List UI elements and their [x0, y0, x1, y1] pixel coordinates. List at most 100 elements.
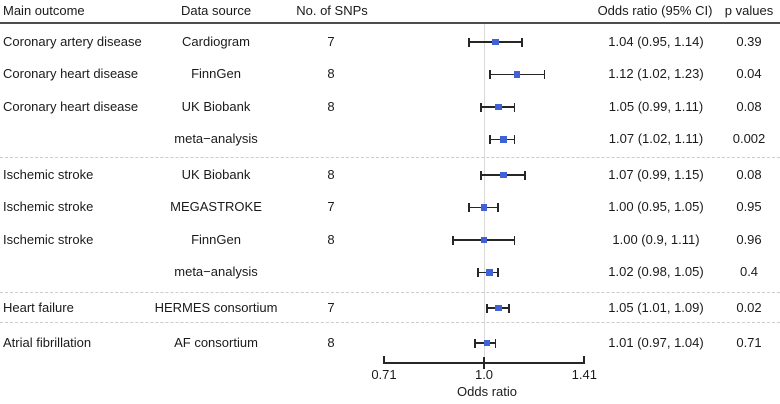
point-marker	[492, 38, 499, 46]
ci-cap-low	[480, 102, 482, 112]
or-ci-value: 1.07 (1.02, 1.11)	[608, 131, 704, 146]
forest-row: Ischemic stroke MEGASTROKE 7 1.00 (0.95,…	[0, 199, 780, 216]
snps-value: 8	[327, 98, 335, 114]
snps-value: 8	[327, 334, 335, 350]
ci-cap-high	[513, 135, 516, 144]
forest-row-meta: meta−analysis 1.02 (0.98, 1.05) 0.4	[0, 264, 780, 281]
p-value: 0.02	[736, 299, 762, 315]
point-marker	[500, 171, 508, 179]
ci-cap-low	[488, 135, 491, 144]
p-value: 0.39	[736, 33, 762, 49]
or-ci-value: 1.05 (0.99, 1.11)	[608, 98, 704, 114]
p-value: 0.4	[739, 264, 759, 279]
ci-cap-low	[468, 203, 470, 212]
forest-row: Coronary heart disease UK Biobank 8 1.05…	[0, 99, 780, 116]
or-ci-value: 1.00 (0.9, 1.11)	[612, 231, 700, 247]
x-axis-tick-label: 1.0	[474, 367, 494, 382]
snps-value: 7	[327, 199, 335, 214]
outcome-label: Atrial fibrillation	[3, 334, 92, 350]
p-value: 0.002	[732, 131, 766, 146]
or-ci-value: 1.00 (0.95, 1.05)	[608, 199, 704, 214]
ci-cap-low	[486, 303, 488, 313]
x-axis-line	[383, 362, 585, 364]
x-axis-tick	[383, 355, 385, 364]
col-header-main-outcome: Main outcome	[3, 3, 85, 18]
x-axis-tick	[583, 355, 586, 364]
ci-cap-high	[508, 303, 510, 313]
group-separator	[0, 157, 780, 158]
source-label: UK Biobank	[181, 98, 251, 114]
ci-cap-high	[523, 170, 526, 180]
forest-row: Coronary heart disease FinnGen 8 1.12 (1…	[0, 66, 780, 83]
ci-cap-high	[497, 203, 500, 212]
reference-line-or-1	[484, 24, 486, 362]
outcome-label: Coronary heart disease	[3, 66, 139, 81]
forest-row: Ischemic stroke FinnGen 8 1.00 (0.9, 1.1…	[0, 232, 780, 249]
outcome-label: Ischemic stroke	[3, 166, 94, 182]
point-marker	[486, 269, 494, 276]
col-header-snps: No. of SNPs	[296, 3, 368, 18]
ci-cap-low	[488, 70, 491, 79]
source-label: MEGASTROKE	[170, 199, 262, 214]
ci-cap-low	[474, 338, 476, 348]
p-value: 0.71	[736, 334, 762, 350]
or-ci-value: 1.01 (0.97, 1.04)	[608, 334, 704, 350]
snps-value: 7	[327, 33, 335, 49]
source-label: FinnGen	[191, 66, 241, 81]
ci-cap-high	[513, 102, 516, 112]
ci-cap-low	[477, 268, 479, 277]
outcome-label: Coronary heart disease	[3, 98, 139, 114]
point-marker	[480, 204, 488, 211]
source-label: UK Biobank	[181, 166, 251, 182]
p-value: 0.96	[736, 231, 762, 247]
ci-cap-high	[513, 235, 516, 245]
p-value: 0.08	[736, 166, 762, 182]
ci-cap-high	[497, 268, 500, 277]
forest-row: Coronary artery disease Cardiogram 7 1.0…	[0, 34, 780, 51]
forest-row: Heart failure HERMES consortium 7 1.05 (…	[0, 300, 780, 317]
snps-value: 8	[327, 231, 335, 247]
outcome-label: Ischemic stroke	[3, 231, 94, 247]
point-marker	[494, 103, 502, 111]
col-header-data-source: Data source	[180, 3, 252, 18]
ci-cap-low	[480, 170, 482, 180]
ci-cap-high	[543, 70, 546, 79]
source-label: meta−analysis	[174, 131, 258, 146]
p-value: 0.04	[736, 66, 762, 81]
header-rule	[0, 22, 780, 24]
point-marker	[500, 136, 508, 143]
point-marker	[483, 339, 491, 347]
outcome-label: Ischemic stroke	[3, 199, 94, 214]
forest-row: Ischemic stroke UK Biobank 8 1.07 (0.99,…	[0, 167, 780, 184]
col-header-p-values: p values	[724, 3, 774, 18]
point-marker	[494, 304, 502, 312]
or-ci-value: 1.07 (0.99, 1.15)	[608, 166, 704, 182]
ci-cap-low	[452, 235, 455, 245]
col-header-or-ci: Odds ratio (95% CI)	[597, 3, 713, 18]
source-label: Cardiogram	[182, 33, 250, 49]
group-separator	[0, 322, 780, 323]
forest-row-meta: meta−analysis 1.07 (1.02, 1.11) 0.002	[0, 131, 780, 148]
x-axis-tick-label: 0.71	[371, 367, 397, 382]
outcome-label: Heart failure	[3, 299, 74, 315]
point-marker	[513, 71, 521, 78]
forest-row: Atrial fibrillation AF consortium 8 1.01…	[0, 335, 780, 352]
or-ci-value: 1.04 (0.95, 1.14)	[608, 33, 704, 49]
or-ci-value: 1.12 (1.02, 1.23)	[608, 66, 704, 81]
x-axis-title: Odds ratio	[457, 384, 517, 399]
outcome-label: Coronary artery disease	[3, 33, 142, 49]
snps-value: 8	[327, 66, 335, 81]
snps-value: 7	[327, 299, 335, 315]
source-label: meta−analysis	[174, 264, 258, 279]
source-label: AF consortium	[174, 334, 258, 350]
or-ci-value: 1.05 (1.01, 1.09)	[608, 299, 704, 315]
or-ci-value: 1.02 (0.98, 1.05)	[608, 264, 704, 279]
snps-value: 8	[327, 166, 335, 182]
ci-cap-high	[494, 338, 497, 348]
ci-cap-low	[468, 37, 470, 47]
source-label: HERMES consortium	[154, 299, 278, 315]
p-value: 0.95	[736, 199, 762, 214]
ci-cap-high	[521, 37, 524, 47]
source-label: FinnGen	[191, 231, 241, 247]
